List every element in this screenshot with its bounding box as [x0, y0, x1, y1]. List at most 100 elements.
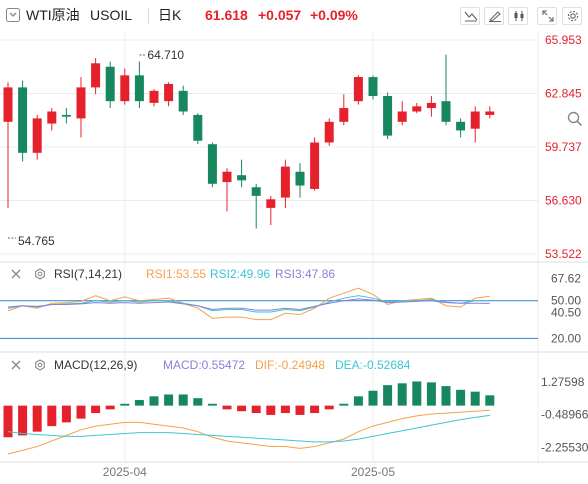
dea-line [7, 414, 490, 443]
rsi-tick-label: 50.00 [551, 294, 581, 308]
candle-body [295, 171, 305, 186]
rsi-tick-label: 20.00 [551, 331, 581, 345]
rsi-tick-label: 40.50 [551, 306, 581, 320]
period-selector[interactable]: 日K [158, 7, 182, 23]
candle-body [105, 66, 115, 102]
candle-body [91, 63, 101, 88]
rsi-settings-icon[interactable] [34, 268, 46, 280]
symbol-name[interactable]: WTI原油 [26, 7, 80, 23]
macd-histogram-bar [353, 396, 363, 406]
macd-histogram-bar [207, 403, 217, 406]
macd-histogram-bar [193, 398, 203, 406]
macd-histogram-bar [105, 405, 115, 410]
macd-histogram-bar [368, 390, 378, 406]
price-tick-label: 65.953 [545, 33, 582, 47]
macd-histogram-bar [426, 382, 436, 406]
macd-histogram-bar [18, 405, 28, 436]
candlestick-icon [514, 11, 524, 21]
macd-histogram-bar [32, 405, 42, 432]
rsi3-value: RSI3:47.86 [275, 267, 336, 281]
hide-macd-icon[interactable] [10, 359, 22, 371]
macd-histogram-bar [3, 405, 13, 438]
candle-body [3, 87, 13, 122]
macd-histogram-bar [266, 405, 276, 415]
candle-body [485, 111, 495, 115]
candle-body [193, 114, 203, 141]
macd-histogram-bar [295, 405, 305, 415]
macd-histogram-bar [280, 405, 290, 414]
symbol-code: USOIL [90, 7, 133, 23]
candle-body [32, 118, 42, 153]
price-tick-label: 59.737 [545, 140, 582, 154]
macd-tick-label: -0.48966 [541, 408, 588, 422]
macd-histogram-bar [47, 405, 57, 427]
candle-body [368, 77, 378, 97]
candle-body [353, 77, 363, 102]
settings-button[interactable] [562, 7, 582, 25]
rsi-tick-label: 67.62 [551, 272, 581, 286]
high-price-label: 64.710 [147, 48, 184, 62]
candle-body [178, 90, 188, 112]
macd-tick-label: -2.25530 [541, 441, 588, 455]
indicator-icon [464, 11, 478, 22]
macd-label: MACD(12,26,9) [54, 358, 138, 372]
expand-icon [542, 10, 554, 22]
last-price: 61.618 [205, 7, 248, 23]
candle-body [339, 108, 349, 122]
x-tick-label: 2025-04 [103, 465, 147, 479]
price-tick-label: 62.845 [545, 87, 582, 101]
dea-value: DEA:-0.52684 [335, 358, 411, 372]
candle-body [164, 83, 174, 102]
macd-histogram-bar [456, 389, 466, 406]
macd-histogram-bar [178, 394, 188, 406]
candle-body [207, 144, 217, 184]
x-tick-label: 2025-05 [351, 465, 395, 479]
macd-histogram-bar [91, 405, 101, 414]
macd-histogram-bar [222, 405, 232, 410]
header-bar: WTI原油 USOIL 日K 61.618 +0.057 +0.09% [0, 0, 588, 32]
header-divider [148, 8, 149, 24]
macd-histogram-bar [149, 396, 159, 406]
candle-body [61, 114, 71, 117]
macd-histogram-bar [397, 383, 407, 406]
candle-body [222, 171, 232, 183]
macd-histogram-bar [412, 381, 422, 406]
candle-body [134, 75, 144, 102]
macd-histogram-bar [134, 400, 144, 406]
macd-settings-icon[interactable] [34, 359, 46, 371]
rsi-label: RSI(7,14,21) [54, 267, 123, 281]
hide-rsi-icon[interactable] [10, 268, 22, 280]
candle-body [426, 102, 436, 109]
rsi1-value: RSI1:53.55 [146, 267, 207, 281]
macd-histogram-bar [120, 403, 130, 406]
indicator-button[interactable] [460, 7, 480, 25]
candle-body [412, 106, 422, 112]
candle-body [470, 111, 480, 129]
macd-histogram-bar [76, 405, 86, 419]
candle-body [383, 96, 393, 136]
dif-line [7, 409, 490, 455]
draw-button[interactable] [484, 7, 504, 25]
chart-type-button[interactable] [508, 7, 528, 25]
macd-histogram-bar [237, 405, 247, 412]
magnifier-icon[interactable] [566, 110, 584, 128]
candle-body [47, 111, 57, 124]
fullscreen-button[interactable] [537, 7, 557, 25]
macd-tick-label: 1.27598 [541, 375, 585, 389]
rsi1-line [7, 287, 490, 321]
macd-histogram-bar [251, 405, 261, 414]
macd-histogram-bar [61, 405, 71, 423]
candle-body [76, 87, 86, 119]
macd-histogram-bar [324, 405, 334, 410]
gear-icon [567, 10, 579, 22]
symbol-swap-icon[interactable] [6, 8, 20, 22]
candle-body [18, 87, 28, 153]
candle-body [456, 121, 466, 131]
macd-histogram-bar [339, 403, 349, 406]
price-change: +0.057 [258, 7, 302, 23]
dif-value: DIF:-0.24948 [255, 358, 326, 372]
price-change-pct: +0.09% [310, 7, 358, 23]
rsi2-line [7, 295, 490, 313]
candle-body [266, 199, 276, 208]
